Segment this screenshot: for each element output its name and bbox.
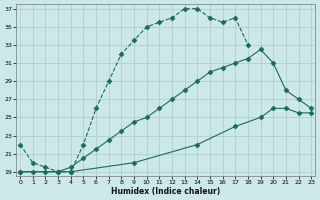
- X-axis label: Humidex (Indice chaleur): Humidex (Indice chaleur): [111, 187, 220, 196]
